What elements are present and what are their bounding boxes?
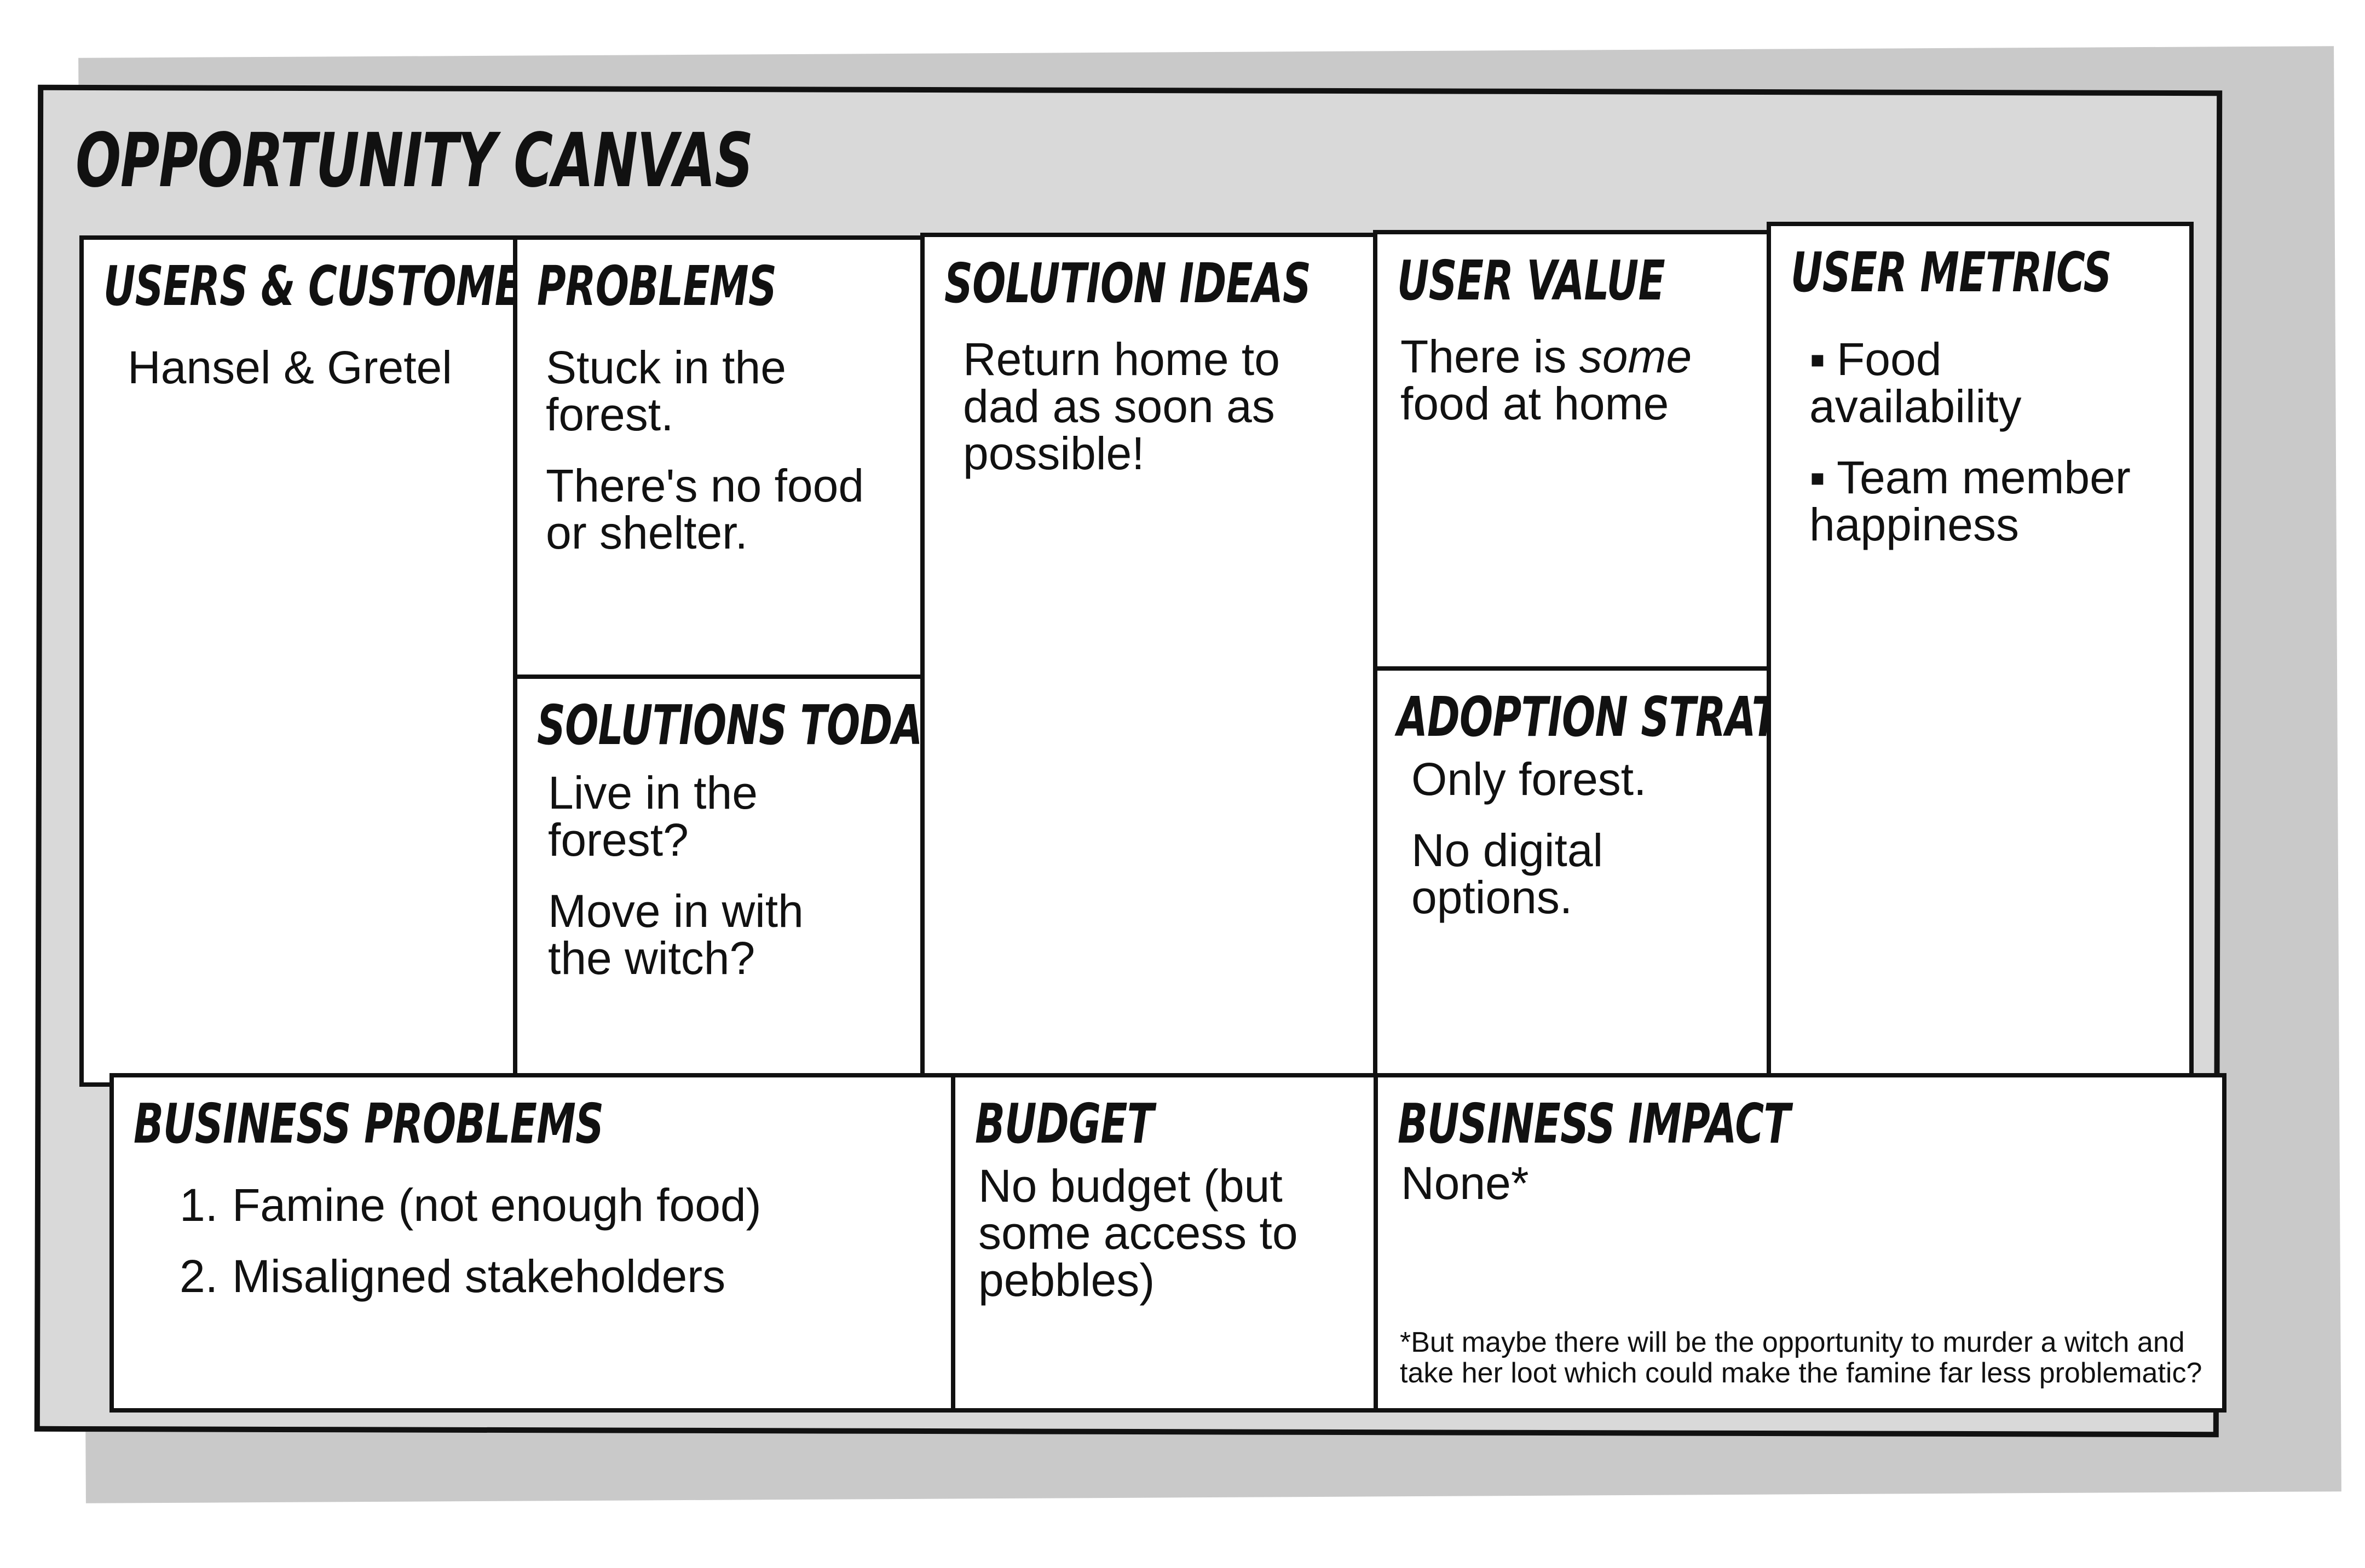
user-metrics-cell: USER METRICS ▪ Food availability ▪ Team me… [1767,222,2194,1087]
business-impact-item: None* [1401,1157,1529,1209]
user-value-content: There is some food at home [1400,333,1762,451]
solutions-today-heading: SOLUTIONS TODAY [537,693,925,757]
solutions-today-item: Move in with the witch? [548,885,804,984]
user-value-text-after: food at home [1400,378,1669,429]
user-value-cell: USER VALUE There is some food at home [1373,230,1771,671]
user-value-text: There is some food at home [1400,333,1762,427]
solutions-today-item: Live in the forest? [548,767,758,866]
users-customers-content: Hansel & Gretel [128,344,452,415]
problems-item: Stuck in the forest. [546,342,786,440]
user-metrics-list: ▪ Food availability ▪ Team member happines… [1809,336,2138,548]
budget-heading: BUDGET [975,1092,1154,1156]
user-metrics-item-label: Team member happiness [1809,452,2131,550]
user-metrics-content: ▪ Food availability ▪ Team member happines… [1809,336,2138,572]
adoption-strategy-heading: ADOPTION STRATEGY [1397,685,1767,749]
solution-ideas-cell: SOLUTION IDEAS Return home to dad as soo… [920,233,1377,1087]
budget-item: No budget (but some access to pebbles) [978,1160,1298,1306]
problems-cell: PROBLEMS Stuck in the forest. There's no… [513,235,925,679]
user-metrics-item: ▪ Team member happiness [1809,454,2138,548]
adoption-strategy-content: Only forest. No digital options. [1411,756,1751,945]
users-customers-cell: USERS & CUSTOMERS Hansel & Gretel [79,235,517,1087]
business-problems-cell: BUSINESS PROBLEMS 1. Famine (not enough f… [109,1073,955,1413]
budget-cell: BUDGET No budget (but some access to peb… [951,1073,1378,1413]
business-impact-footnote: *But maybe there will be the opportunity… [1400,1327,2202,1389]
business-problems-item: 2. Misaligned stakeholders [180,1253,935,1300]
users-customers-heading: USERS & CUSTOMERS [103,254,513,318]
business-impact-heading: BUSINESS IMPACT [1398,1092,1791,1156]
canvas-title: OPPORTUNITY CANVAS [76,118,753,204]
problems-item: There's no food or shelter. [546,460,864,558]
users-customers-item: Hansel & Gretel [128,342,452,393]
business-problems-content: 1. Famine (not enough food) 2. Misaligned … [180,1181,935,1324]
solutions-today-cell: SOLUTIONS TODAY Live in the forest? Move… [513,675,925,1087]
bullet-icon: ▪ [1809,333,1826,385]
problems-heading: PROBLEMS [537,254,777,318]
user-value-emphasis: some [1579,331,1692,382]
solutions-today-content: Live in the forest? Move in with the wit… [548,769,876,1006]
business-impact-content: None* [1401,1160,2167,1231]
business-problems-list: 1. Famine (not enough food) 2. Misaligned … [180,1181,935,1300]
adoption-strategy-item: Only forest. [1411,753,1647,805]
bullet-icon: ▪ [1809,452,1826,503]
business-problems-item: 1. Famine (not enough food) [180,1181,935,1229]
solution-ideas-item: Return home to dad as soon as possible! [963,333,1280,479]
business-impact-cell: BUSINESS IMPACT None* *But maybe there w… [1374,1073,2226,1413]
item-number: 1. [180,1179,218,1231]
business-problems-heading: BUSINESS PROBLEMS [134,1092,604,1156]
item-number: 2. [180,1250,218,1302]
user-metrics-heading: USER METRICS [1791,240,2112,304]
user-value-heading: USER VALUE [1397,249,1665,313]
user-metrics-item: ▪ Food availability [1809,336,2138,430]
adoption-strategy-cell: ADOPTION STRATEGY Only forest. No digita… [1373,666,1771,1087]
user-value-text-before: There is [1400,331,1579,382]
business-problems-item-label: Famine (not enough food) [232,1179,762,1231]
business-problems-item-label: Misaligned stakeholders [232,1250,726,1302]
solution-ideas-content: Return home to dad as soon as possible! [963,336,1357,501]
budget-content: No budget (but some access to pebbles) [978,1162,1362,1328]
adoption-strategy-item: No digital options. [1411,825,1603,923]
solution-ideas-heading: SOLUTION IDEAS [944,251,1311,315]
problems-content: Stuck in the forest. There's no food or … [546,344,907,580]
user-metrics-item-label: Food availability [1809,333,2022,432]
